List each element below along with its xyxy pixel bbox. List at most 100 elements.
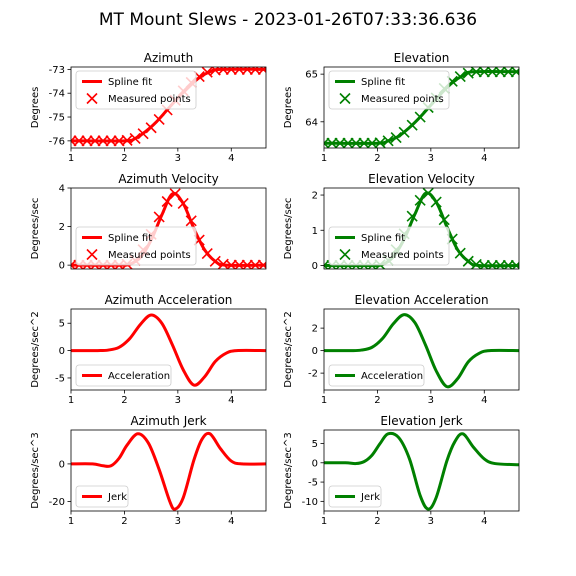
y-tick-label: -74	[49, 89, 65, 100]
y-tick-label: -5	[55, 373, 65, 384]
subplot-title: Elevation Acceleration	[354, 293, 488, 307]
legend-box	[75, 226, 197, 266]
y-tick-label: 0	[59, 261, 65, 272]
data-point	[462, 255, 474, 267]
data-point	[71, 135, 77, 147]
subplot-title: Elevation	[394, 51, 450, 65]
data-point	[81, 135, 93, 147]
subplot-5: Azimuth Acceleration Degrees/sec^2 1 2 3 4 5 0 -…	[30, 293, 267, 406]
legend-label: Jerk	[360, 492, 380, 503]
legend: Spline fit Measured points	[328, 226, 450, 266]
axes-frame	[70, 429, 267, 512]
legend: Spline fit Measured points	[75, 226, 197, 266]
legend-box	[75, 70, 197, 110]
y-tick-label: 64	[305, 117, 318, 128]
x-tick-label: 1	[321, 395, 327, 406]
legend-box	[328, 70, 450, 110]
series-line	[324, 431, 519, 511]
subplot-4: Elevation Velocity Degrees/sec 2 1 0 Spline f…	[283, 172, 520, 272]
data-point	[241, 67, 253, 75]
x-tick-label: 4	[228, 516, 234, 527]
axes-frame	[70, 187, 267, 270]
data-point	[185, 215, 197, 227]
legend-label: Measured points	[108, 94, 191, 105]
subplot-8: Elevation Jerk Degrees/sec^3 1 2 3 4 5 0 -5 -10 Je…	[283, 414, 520, 527]
x-tick-label: 2	[374, 153, 380, 164]
data-point	[225, 67, 237, 75]
legend-label: Measured points	[361, 94, 444, 105]
data-point	[71, 259, 77, 269]
x-tick-label: 1	[68, 395, 74, 406]
y-tick-label: 5	[312, 439, 318, 450]
x-tick-label: 3	[428, 153, 434, 164]
y-tick-label: 5	[59, 319, 65, 330]
x-tick-label: 3	[428, 395, 434, 406]
x-tick-label: 2	[374, 516, 380, 527]
data-point	[233, 259, 245, 269]
legend-marker-swatch	[86, 92, 98, 105]
data-point	[249, 259, 261, 269]
data-point	[470, 67, 482, 78]
data-point	[225, 259, 237, 269]
subplot-title: Elevation Jerk	[380, 414, 462, 428]
legend: Jerk	[328, 485, 382, 508]
x-tick-label: 1	[68, 153, 74, 164]
data-point	[137, 128, 149, 140]
data-point	[169, 188, 181, 200]
data-point	[382, 135, 394, 147]
data-point	[334, 137, 346, 148]
x-tick-label: 4	[228, 395, 234, 406]
legend-label: Spline fit	[361, 233, 405, 244]
x-tick-label: 2	[374, 395, 380, 406]
subplot-title: Azimuth Velocity	[118, 172, 218, 186]
series-line	[324, 313, 519, 389]
y-axis-label: Degrees	[283, 87, 294, 129]
legend-label: Acceleration	[108, 371, 170, 382]
legend-label: Jerk	[107, 492, 127, 503]
x-tick-label: 4	[481, 153, 487, 164]
data-point	[73, 135, 85, 147]
data-point	[414, 111, 426, 123]
y-axis-label: Degrees/sec^2	[30, 311, 41, 388]
axes-frame	[323, 429, 520, 512]
subplot-7: Azimuth Jerk Degrees/sec^3 1 2 3 4 0 -20 Jerk	[30, 414, 267, 527]
legend-label: Spline fit	[361, 77, 405, 88]
legend-label: Measured points	[108, 250, 191, 261]
data-point	[177, 197, 189, 209]
legend: Spline fit Measured points	[75, 70, 197, 110]
y-tick-label: 65	[305, 70, 318, 81]
data-point	[217, 67, 229, 75]
data-point	[257, 67, 266, 75]
legend-label: Acceleration	[361, 371, 423, 382]
subplot-title: Elevation Velocity	[368, 172, 475, 186]
legend-box	[328, 226, 450, 266]
data-point	[105, 135, 117, 147]
subplot-title: Azimuth Acceleration	[105, 293, 233, 307]
y-tick-label: 0	[59, 459, 65, 470]
data-point	[454, 70, 466, 83]
legend-marker-swatch	[339, 92, 351, 105]
subplot-1: Azimuth Degrees 1 2 3 4 -73 -74 -75 -76 Spline fit…	[30, 51, 267, 164]
axes-frame	[323, 187, 520, 270]
plot-area	[324, 313, 519, 389]
x-tick-label: 3	[175, 516, 181, 527]
subplot-title: Azimuth Jerk	[130, 414, 206, 428]
legend-box	[75, 364, 172, 387]
subplot-3: Azimuth Velocity Degrees/sec 4 2 0 Spline fit…	[30, 172, 267, 272]
data-point	[510, 67, 519, 78]
subplot-title: Azimuth	[144, 51, 193, 65]
plot-area	[71, 431, 266, 511]
data-point	[438, 214, 450, 226]
y-tick-label: 1	[312, 226, 318, 237]
data-point	[97, 135, 109, 147]
plot-area	[71, 313, 266, 387]
y-tick-label: -75	[49, 113, 65, 124]
data-point	[153, 211, 165, 223]
data-point	[430, 196, 442, 208]
y-axis-label: Degrees/sec^2	[283, 311, 294, 388]
y-tick-label: -5	[308, 478, 318, 489]
data-point	[241, 259, 253, 269]
y-tick-label: -2	[308, 369, 318, 380]
data-point	[350, 137, 362, 148]
y-tick-label: -76	[49, 136, 65, 147]
